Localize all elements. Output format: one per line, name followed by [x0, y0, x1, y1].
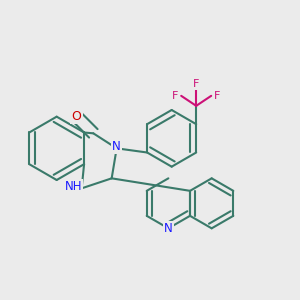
Text: NH: NH	[64, 180, 82, 193]
Text: N: N	[164, 222, 173, 235]
Text: O: O	[72, 110, 82, 123]
Text: N: N	[112, 140, 121, 153]
Text: F: F	[193, 79, 200, 89]
Text: F: F	[214, 91, 220, 101]
Text: F: F	[172, 91, 178, 101]
